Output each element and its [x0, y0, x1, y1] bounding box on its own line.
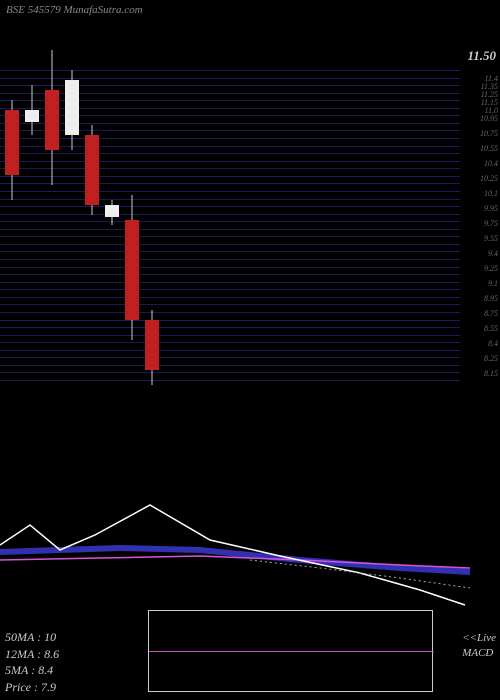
candle — [125, 20, 139, 440]
price-axis-label: 9.4 — [488, 250, 498, 258]
price-axis-label: 8.4 — [488, 340, 498, 348]
ma12-value: 8.6 — [44, 647, 59, 661]
ma50-row: 50MA : 10 — [5, 629, 59, 646]
main-candlestick-chart: 11.50 11.411.3511.2511.1511.010.9510.751… — [0, 20, 500, 440]
price-axis-label: 8.55 — [484, 325, 498, 333]
candle — [105, 20, 119, 440]
live-macd-label: <<Live MACD — [462, 631, 496, 660]
ma50-label: 50MA : — [5, 630, 41, 644]
price-axis-label: 10.95 — [480, 115, 498, 123]
stats-box: 50MA : 10 12MA : 8.6 5MA : 8.4 Price : 7… — [5, 629, 59, 696]
candle-body — [25, 110, 39, 122]
price-axis-label: 8.95 — [484, 295, 498, 303]
candle-body — [65, 80, 79, 135]
volume-inner-line — [149, 651, 434, 652]
candle — [145, 20, 159, 440]
ma5-value: 8.4 — [38, 663, 53, 677]
ma5-label: 5MA : — [5, 663, 35, 677]
price-axis-label: 9.95 — [484, 205, 498, 213]
candle-body — [45, 90, 59, 150]
price-value: 7.9 — [41, 680, 56, 694]
candle — [65, 20, 79, 440]
live-macd-line2: MACD — [462, 646, 496, 660]
candle — [45, 20, 59, 440]
price-axis-label: 9.1 — [488, 280, 498, 288]
candle — [5, 20, 19, 440]
ticker-label: BSE 545579 — [6, 4, 61, 16]
price-axis-label: 9.55 — [484, 235, 498, 243]
price-axis-label: 10.55 — [480, 145, 498, 153]
source-label: MunafaSutra.com — [63, 4, 142, 16]
live-macd-line1: <<Live — [462, 631, 496, 645]
candle — [85, 20, 99, 440]
candle-body — [85, 135, 99, 205]
price-axis-label: 10.4 — [484, 160, 498, 168]
candle-body — [5, 110, 19, 175]
volume-box — [148, 610, 433, 692]
ma12-row: 12MA : 8.6 — [5, 646, 59, 663]
candle-body — [145, 320, 159, 370]
price-row: Price : 7.9 — [5, 679, 59, 696]
price-axis-label: 8.25 — [484, 355, 498, 363]
macd-indicator-panel: <<Live MACD 50MA : 10 12MA : 8.6 5MA : 8… — [0, 480, 500, 700]
price-axis-label: 8.15 — [484, 370, 498, 378]
candle-body — [125, 220, 139, 320]
price-axis-label: 9.25 — [484, 265, 498, 273]
top-price-label: 11.50 — [467, 48, 496, 64]
ma50-value: 10 — [44, 630, 56, 644]
chart-header: BSE 545579 MunafaSutra.com — [6, 4, 143, 16]
ma12-label: 12MA : — [5, 647, 41, 661]
price-axis-label: 9.75 — [484, 220, 498, 228]
ma5-row: 5MA : 8.4 — [5, 662, 59, 679]
candle — [25, 20, 39, 440]
macd-line — [0, 548, 470, 572]
price-axis-label: 10.75 — [480, 130, 498, 138]
price-axis-label: 8.75 — [484, 310, 498, 318]
price-axis-label: 10.25 — [480, 175, 498, 183]
candle-body — [105, 205, 119, 217]
price-axis-label: 10.1 — [484, 190, 498, 198]
price-label: Price : — [5, 680, 38, 694]
